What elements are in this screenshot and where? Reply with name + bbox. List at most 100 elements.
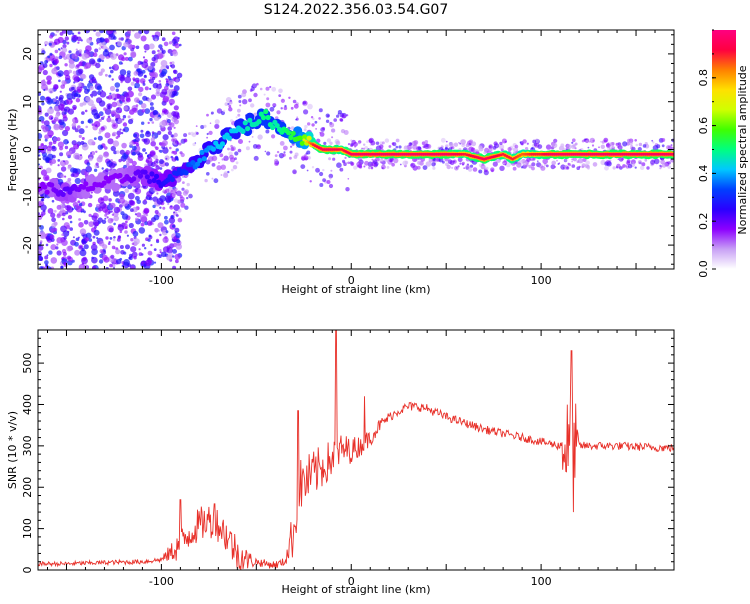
- spectrogram-noise: [136, 151, 141, 156]
- spectrogram-noise: [177, 217, 183, 223]
- spectrogram-noise: [142, 148, 146, 152]
- spectrogram-noise: [150, 62, 156, 67]
- spectrogram-noise: [581, 139, 585, 143]
- spectrogram-noise: [156, 161, 159, 164]
- spectrogram-noise: [175, 214, 179, 217]
- spectrogram-noise: [661, 163, 667, 168]
- spectrogram-noise: [169, 61, 173, 65]
- spectrogram-noise: [148, 234, 152, 238]
- spectrogram-noise: [165, 188, 170, 193]
- spectrogram-noise: [138, 252, 143, 256]
- spectrogram-noise: [326, 138, 331, 143]
- spectrogram-noise: [283, 106, 288, 111]
- spectrogram-noise: [315, 167, 320, 173]
- spectrogram-noise: [293, 103, 299, 109]
- spectrogram-noise: [86, 88, 91, 92]
- spectrogram-noise: [158, 254, 162, 258]
- spectrogram-noise: [42, 144, 48, 150]
- spectrogram-noise: [556, 159, 558, 162]
- spectrogram-noise: [173, 105, 179, 111]
- spectrogram-noise: [483, 151, 487, 155]
- spectrogram-noise: [62, 251, 67, 256]
- spectrogram-noise: [115, 88, 120, 92]
- spectrogram-noise: [46, 145, 53, 152]
- spectrogram-noise: [40, 95, 46, 101]
- spectrogram-noise: [467, 163, 469, 166]
- spectrogram-noise: [656, 144, 661, 149]
- spectrogram-noise: [57, 48, 61, 51]
- spectrogram-noise: [237, 94, 242, 99]
- spectrogram-noise: [145, 131, 151, 138]
- spectrogram-noise: [296, 116, 299, 119]
- spectrogram-noise: [177, 208, 182, 213]
- spectrogram-noise: [85, 65, 88, 68]
- colorbar-ticks: 0.0 0.2 0.4 0.6 0.8: [697, 29, 716, 278]
- spectrogram-noise: [641, 162, 646, 167]
- spectrogram-noise: [136, 68, 141, 73]
- spectrogram-noise: [58, 55, 63, 60]
- spectrogram-noise: [235, 116, 238, 119]
- spectrogram-noise: [138, 86, 144, 93]
- spectrogram-noise: [97, 135, 103, 141]
- spectrogram-noise: [67, 255, 71, 260]
- spectral-ridge-cell: [194, 161, 201, 167]
- spectrogram-noise: [168, 41, 173, 45]
- spectrogram-noise: [551, 144, 554, 147]
- spectrogram-noise: [206, 172, 210, 176]
- spectrogram-noise: [342, 159, 346, 163]
- spectrogram-noise: [66, 245, 73, 252]
- spectrogram-noise: [133, 133, 138, 138]
- spectrogram-noise: [40, 204, 47, 211]
- spectrogram-noise: [147, 250, 153, 256]
- spectrogram-noise: [62, 212, 66, 217]
- spectrogram-noise: [381, 167, 384, 170]
- spectrogram-noise: [58, 79, 61, 83]
- spectrogram-noise: [381, 141, 385, 145]
- spectrogram-noise: [652, 141, 655, 144]
- spectrogram-noise: [336, 114, 340, 118]
- spectrogram-noise: [103, 107, 107, 111]
- spectrogram-noise: [293, 155, 298, 159]
- spectrogram-noise: [39, 266, 44, 269]
- spectrogram-noise: [393, 157, 399, 164]
- spectrogram-noise: [661, 144, 665, 148]
- spectrogram-noise: [38, 92, 41, 96]
- spectrogram-noise: [502, 162, 505, 165]
- spectrogram-noise: [134, 97, 140, 103]
- spectrogram-noise: [102, 41, 106, 45]
- spectrogram-noise: [75, 98, 81, 103]
- spectrogram-noise: [45, 243, 49, 247]
- spectrogram-noise: [56, 137, 61, 142]
- spectrogram-noise: [92, 265, 97, 269]
- spectrogram-noise: [63, 261, 67, 266]
- spectrogram-noise: [621, 158, 624, 161]
- spectrogram-noise: [162, 147, 169, 154]
- spectral-ridge-cell: [44, 189, 50, 195]
- spectrogram-noise: [64, 74, 71, 81]
- spectrogram-noise: [576, 166, 580, 170]
- spectrogram-noise: [88, 238, 93, 242]
- spectrogram-noise: [571, 164, 576, 168]
- spectrogram-noise: [209, 122, 212, 124]
- spectrogram-noise: [79, 228, 87, 235]
- spectral-ridge-cell: [101, 180, 107, 186]
- spectrogram-noise: [310, 116, 314, 119]
- spectrogram-noise: [478, 145, 483, 150]
- spectrogram-noise: [77, 41, 80, 44]
- spectrogram-noise: [133, 71, 139, 76]
- spectrogram-noise: [52, 137, 58, 142]
- spectrogram-noise: [73, 93, 78, 98]
- spectrogram-noise: [670, 144, 673, 147]
- spectrogram-noise: [551, 160, 556, 166]
- spectrogram-noise: [250, 86, 255, 92]
- spectrogram-noise: [47, 130, 54, 137]
- spectrogram-noise: [566, 166, 570, 170]
- spectrogram-noise: [276, 110, 281, 115]
- spectrogram-noise: [389, 159, 393, 163]
- spectrogram-noise: [119, 193, 125, 199]
- spectrogram-noise: [125, 96, 131, 102]
- spectrogram-noise: [485, 166, 489, 170]
- spectrogram-noise: [102, 115, 105, 118]
- spectrogram-noise: [160, 60, 168, 67]
- spectrogram-noise: [440, 137, 446, 143]
